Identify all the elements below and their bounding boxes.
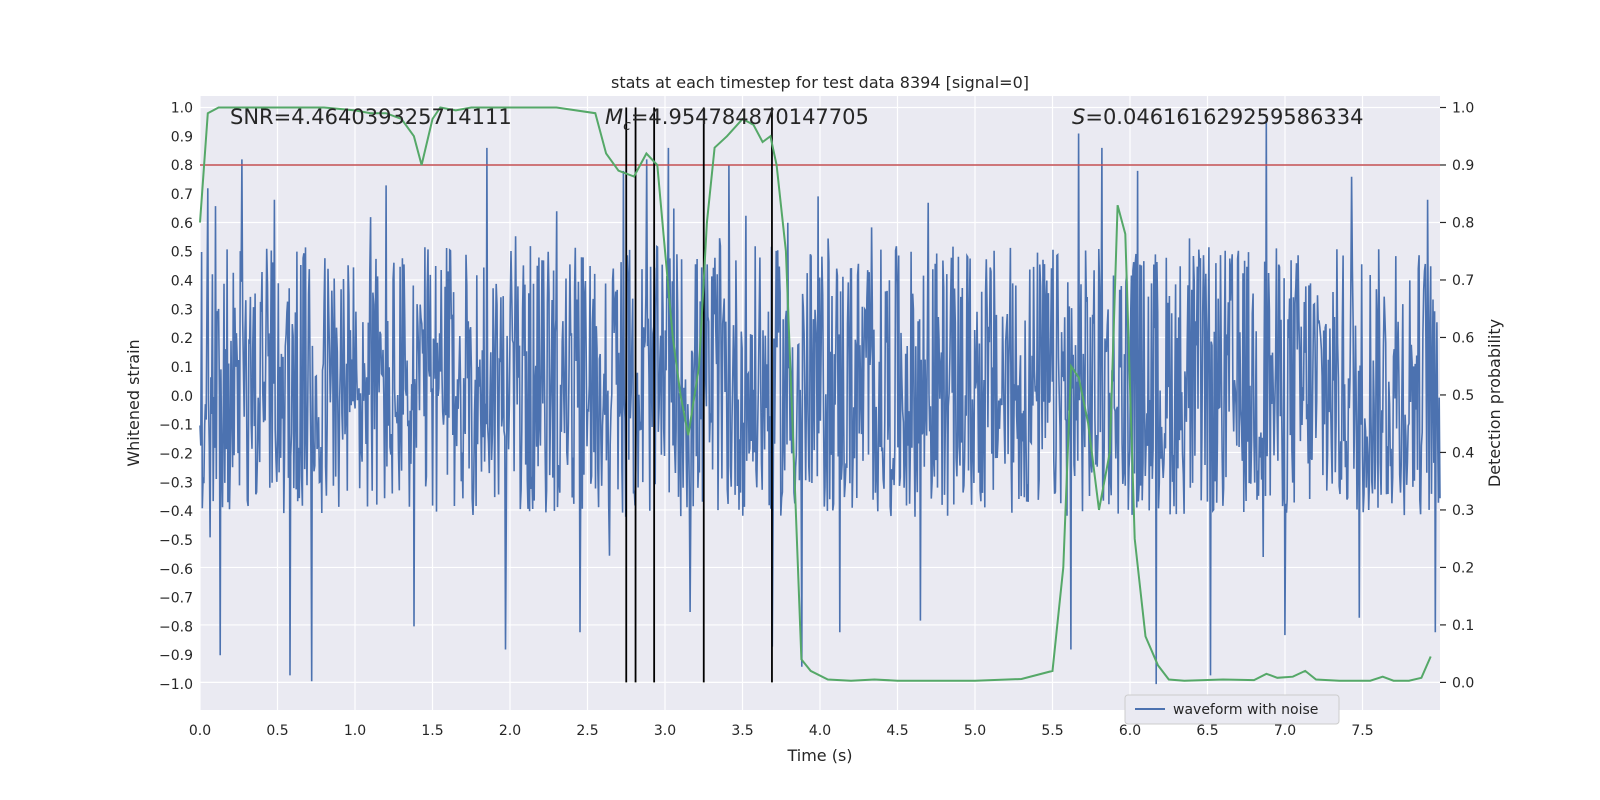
- x-tick-label: 5.5: [1041, 723, 1063, 739]
- y-left-tick-label: 0.2: [171, 331, 193, 347]
- y-left-tick-label: −0.2: [159, 446, 193, 462]
- y-right-tick-label: 0.3: [1452, 503, 1474, 519]
- y-right-tick-label: 0.6: [1452, 330, 1474, 346]
- y-left-axis-ticks: 1.0 0.9 0.8 0.7 0.6 0.5 0.4 0.3 0.2 0.1 0.0 −0.1 −0.…: [159, 101, 193, 694]
- waveform-line: [199, 116, 1441, 685]
- chart-title: stats at each timestep for test data 839…: [611, 73, 1029, 92]
- y-left-tick-label: 0.8: [171, 158, 193, 174]
- y-right-axis-ticks: 1.0 0.9 0.8 0.7 0.6 0.5 0.4 0.3 0.2 0.1 0.0: [1440, 100, 1474, 691]
- y-left-tick-label: −1.0: [159, 677, 193, 693]
- x-tick-label: 1.5: [421, 723, 443, 739]
- y-right-tick-label: 0.5: [1452, 388, 1474, 404]
- chirp-mass-symbol: M: [605, 105, 623, 129]
- y-left-tick-label: 0.9: [171, 129, 193, 145]
- y-right-tick-label: 0.8: [1452, 215, 1474, 231]
- y-left-tick-label: 0.7: [171, 187, 193, 203]
- y-left-tick-label: −0.7: [159, 591, 193, 607]
- y-left-tick-label: −0.9: [159, 648, 193, 664]
- y-left-tick-label: 0.0: [171, 389, 193, 405]
- y-left-tick-label: −0.5: [159, 533, 193, 549]
- x-axis-label: Time (s): [786, 746, 852, 765]
- legend-label-waveform: waveform with noise: [1173, 702, 1318, 718]
- y-left-tick-label: 0.4: [171, 273, 193, 289]
- probability-line: [199, 106, 1432, 682]
- y-right-axis-label: Detection probability: [1485, 319, 1504, 487]
- x-tick-label: 7.5: [1351, 723, 1373, 739]
- y-left-tick-label: 0.1: [171, 360, 193, 376]
- chirp-mass-value: =4.954784870147705: [631, 105, 869, 129]
- x-tick-label: 1.0: [344, 723, 366, 739]
- y-left-tick-label: −0.3: [159, 475, 193, 491]
- x-tick-label: 3.5: [731, 723, 753, 739]
- x-tick-label: 3.0: [654, 723, 676, 739]
- y-right-tick-label: 0.2: [1452, 560, 1474, 576]
- x-tick-label: 4.5: [886, 723, 908, 739]
- y-left-tick-label: 0.6: [171, 216, 193, 232]
- y-right-tick-label: 0.9: [1452, 158, 1474, 174]
- x-tick-label: 4.0: [809, 723, 831, 739]
- x-tick-label: 6.5: [1196, 723, 1218, 739]
- y-left-tick-label: −0.1: [159, 418, 193, 434]
- legend: waveform with noise: [1124, 694, 1340, 725]
- x-tick-label: 7.0: [1274, 723, 1296, 739]
- y-right-tick-label: 0.0: [1452, 675, 1474, 691]
- x-axis-ticks: 0.0 0.5 1.0 1.5 2.0 2.5 3.0 3.5 4.0 4.5 5.0 5.5 6.0 6…: [189, 723, 1374, 739]
- y-left-tick-label: 1.0: [171, 101, 193, 117]
- chirp-mass-annotation: Mc=4.954784870147705: [605, 105, 869, 134]
- y-right-tick-label: 0.1: [1452, 618, 1474, 634]
- waveform-series: [199, 116, 1441, 685]
- s-annotation: S=0.046161629259586334: [1072, 105, 1363, 129]
- y-left-axis-label: Whitened strain: [124, 339, 143, 466]
- snr-annotation: SNR=4.464039325714111: [230, 105, 512, 129]
- y-left-tick-label: −0.6: [159, 562, 193, 578]
- y-right-tick-label: 0.4: [1452, 445, 1474, 461]
- x-tick-label: 6.0: [1119, 723, 1141, 739]
- x-tick-label: 0.5: [266, 723, 288, 739]
- x-tick-label: 2.5: [576, 723, 598, 739]
- legend-box: [1124, 694, 1340, 725]
- y-left-tick-label: −0.4: [159, 504, 193, 520]
- x-tick-label: 5.0: [964, 723, 986, 739]
- y-right-tick-label: 0.7: [1452, 273, 1474, 289]
- chirp-mass-subscript: c: [623, 118, 631, 134]
- x-tick-label: 0.0: [189, 723, 211, 739]
- y-left-tick-label: −0.8: [159, 619, 193, 635]
- vertical-markers: [625, 107, 773, 683]
- x-tick-label: 2.0: [499, 723, 521, 739]
- y-left-tick-label: 0.3: [171, 302, 193, 318]
- y-left-tick-label: 0.5: [171, 245, 193, 261]
- s-value: =0.046161629259586334: [1085, 105, 1363, 129]
- s-symbol: S: [1072, 105, 1085, 129]
- y-right-tick-label: 1.0: [1452, 100, 1474, 116]
